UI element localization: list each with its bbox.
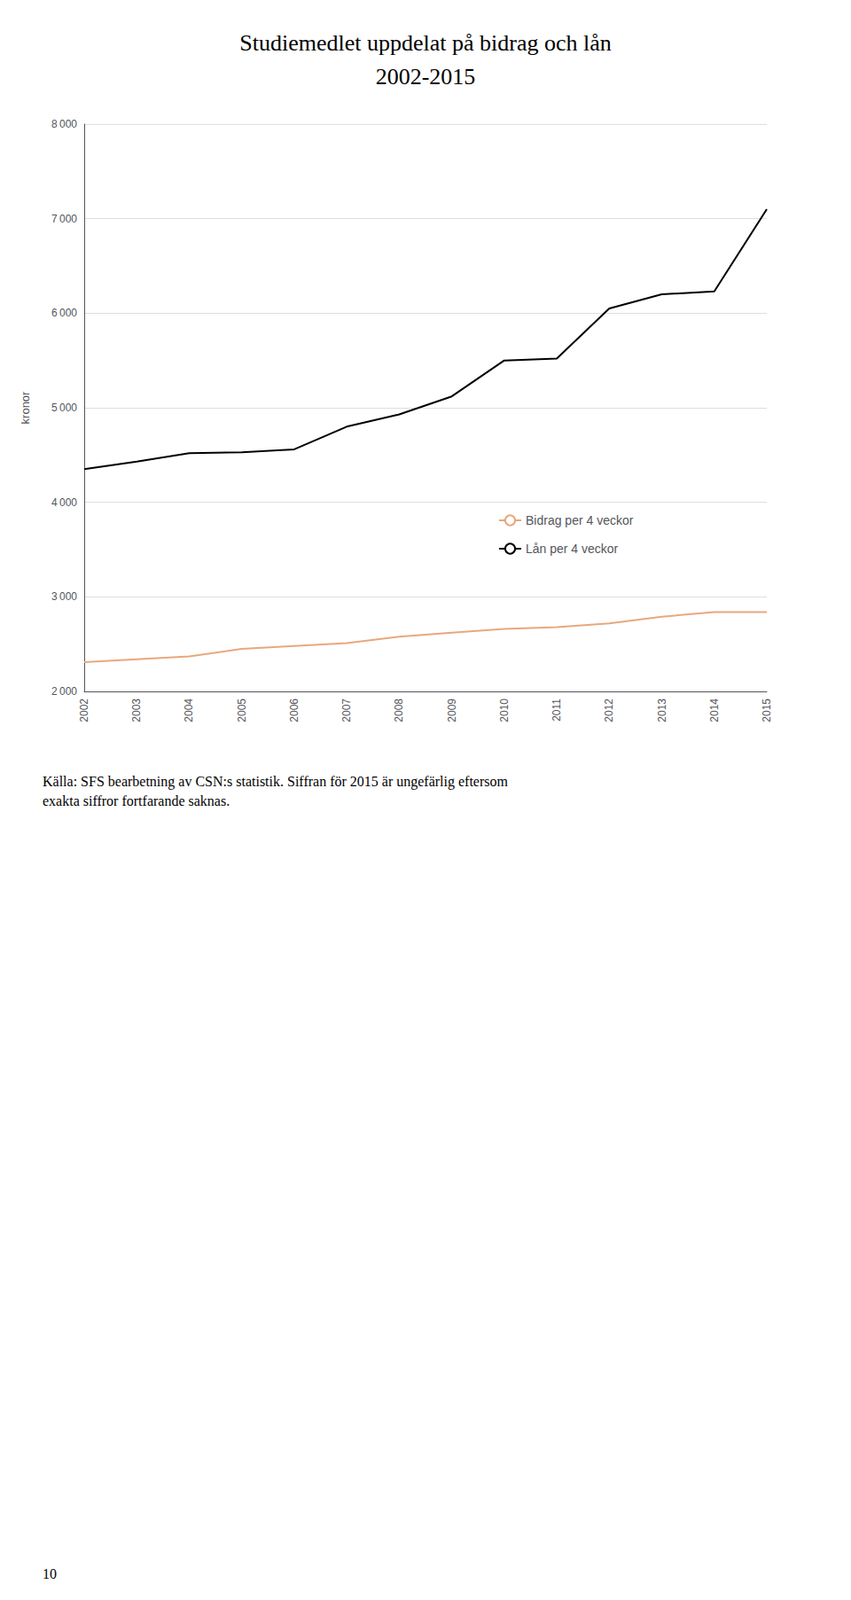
svg-text:3 000: 3 000: [51, 590, 78, 603]
svg-text:Bidrag per 4 veckor: Bidrag per 4 veckor: [525, 513, 634, 528]
svg-text:2015: 2015: [760, 698, 773, 723]
svg-text:2014: 2014: [708, 698, 721, 723]
svg-text:2002: 2002: [78, 698, 91, 723]
svg-text:kronor: kronor: [18, 390, 32, 425]
svg-text:2009: 2009: [445, 698, 459, 723]
svg-text:2002-2015: 2002-2015: [375, 63, 477, 90]
svg-text:2005: 2005: [235, 698, 249, 723]
svg-text:Studiemedlet uppdelat på bidra: Studiemedlet uppdelat på bidrag och lån: [239, 30, 612, 56]
svg-text:2012: 2012: [602, 698, 616, 723]
svg-text:2003: 2003: [130, 698, 143, 723]
svg-text:2006: 2006: [288, 698, 301, 723]
svg-text:2010: 2010: [498, 698, 511, 723]
svg-text:Källa: SFS bearbetning av CSN:: Källa: SFS bearbetning av CSN:s statisti…: [42, 773, 509, 790]
svg-text:exakta siffror fortfarande sak: exakta siffror fortfarande saknas.: [42, 793, 230, 809]
svg-text:7 000: 7 000: [51, 212, 78, 226]
svg-text:2004: 2004: [182, 698, 196, 723]
svg-text:4 000: 4 000: [51, 496, 78, 509]
svg-text:2008: 2008: [392, 698, 406, 723]
svg-text:6 000: 6 000: [51, 306, 78, 320]
svg-text:8 000: 8 000: [51, 117, 78, 131]
svg-text:2007: 2007: [340, 698, 353, 723]
svg-text:10: 10: [42, 1566, 57, 1582]
svg-text:2 000: 2 000: [51, 685, 78, 698]
svg-text:Lån per 4 veckor: Lån per 4 veckor: [525, 541, 619, 556]
svg-text:2013: 2013: [655, 698, 669, 723]
svg-text:2011: 2011: [550, 698, 563, 722]
svg-text:5 000: 5 000: [51, 401, 78, 414]
